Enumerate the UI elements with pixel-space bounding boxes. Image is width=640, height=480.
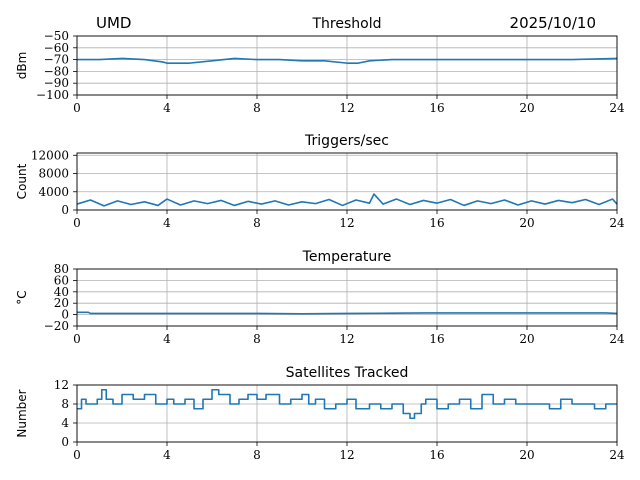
panel-1-ytick-label: −80 xyxy=(44,64,69,78)
panel-4-ytick-label: 8 xyxy=(61,397,69,411)
panel-4-xtick-label: 4 xyxy=(163,448,171,462)
panel-3-ylabel: °C xyxy=(15,290,29,304)
panel-1-title: Threshold xyxy=(312,16,382,32)
panel-3-ytick-label: 0 xyxy=(61,308,69,322)
panel-1-xtick-label: 8 xyxy=(253,101,261,115)
panel-1-xtick-label: 4 xyxy=(163,101,171,115)
panel-4-xtick-label: 0 xyxy=(73,448,81,462)
site-label: UMD xyxy=(96,14,131,32)
panel-2-xtick-label: 8 xyxy=(253,216,261,230)
panel-2-ylabel: Count xyxy=(15,163,29,199)
panel-2-ytick-label: 4000 xyxy=(38,185,69,199)
panel-2-xtick-label: 4 xyxy=(163,216,171,230)
panel-4-ytick-label: 12 xyxy=(54,378,69,392)
panel-4-ylabel: Number xyxy=(15,389,29,437)
panel-2-xtick-label: 16 xyxy=(429,216,444,230)
panel-4-xtick-label: 8 xyxy=(253,448,261,462)
panel-2-series-line xyxy=(76,193,618,207)
panel-3-ytick-label: 80 xyxy=(54,262,69,276)
panel-1-ytick-label: −60 xyxy=(44,41,69,55)
panel-3-xtick-label: 8 xyxy=(253,332,261,346)
panel-3-xtick-label: 16 xyxy=(429,332,444,346)
panel-2-xtick-label: 0 xyxy=(73,216,81,230)
panel-1-ytick-label: −50 xyxy=(44,29,69,43)
panel-1-series-line xyxy=(77,57,618,64)
panel-4-ytick-label: 0 xyxy=(61,435,69,449)
panel-1-xtick-label: 24 xyxy=(609,101,625,115)
panel-1-xtick-label: 0 xyxy=(73,101,81,115)
panel-3-ytick-label: 60 xyxy=(54,273,69,287)
panel-3-xtick-label: 0 xyxy=(73,332,81,346)
panel-3-xtick-label: 20 xyxy=(519,332,534,346)
panel-1-ytick-label: −90 xyxy=(44,76,69,90)
panel-3-xtick-label: 4 xyxy=(163,332,171,346)
panel-1-xtick-label: 12 xyxy=(339,101,354,115)
panel-3-xtick-label: 12 xyxy=(339,332,354,346)
panel-2-ytick-label: 12000 xyxy=(31,148,69,162)
panel-4-xtick-label: 12 xyxy=(339,448,354,462)
panel-4-ytick-label: 4 xyxy=(61,416,69,430)
panel-1-ytick-label: −100 xyxy=(36,88,69,102)
panel-3-ytick-label: 20 xyxy=(54,296,69,310)
panel-1-xtick-label: 20 xyxy=(519,101,534,115)
panel-2-xtick-label: 20 xyxy=(519,216,534,230)
panel-3-ytick-label: 40 xyxy=(54,285,69,299)
panel-2-xtick-label: 24 xyxy=(609,216,625,230)
panel-4-series-line xyxy=(77,388,617,420)
panel-2-ytick-label: 8000 xyxy=(38,167,69,181)
panel-3-series-line xyxy=(77,311,618,315)
panel-1-ylabel: dBm xyxy=(15,52,29,80)
panel-3-title: Temperature xyxy=(302,249,392,265)
date-label: 2025/10/10 xyxy=(510,14,596,32)
panel-4-title: Satellites Tracked xyxy=(286,365,409,381)
panel-2-xtick-label: 12 xyxy=(339,216,354,230)
panel-1-xtick-label: 16 xyxy=(429,101,444,115)
panel-1-ytick-label: −70 xyxy=(44,53,69,67)
panel-3-xtick-label: 24 xyxy=(609,332,625,346)
panel-2-ytick-label: 0 xyxy=(61,203,69,217)
panel-4-xtick-label: 16 xyxy=(429,448,444,462)
panel-2-title: Triggers/sec xyxy=(304,133,389,149)
panel-3-ytick-label: −20 xyxy=(44,319,69,333)
panel-4-xtick-label: 24 xyxy=(609,448,625,462)
panel-4-xtick-label: 20 xyxy=(519,448,534,462)
